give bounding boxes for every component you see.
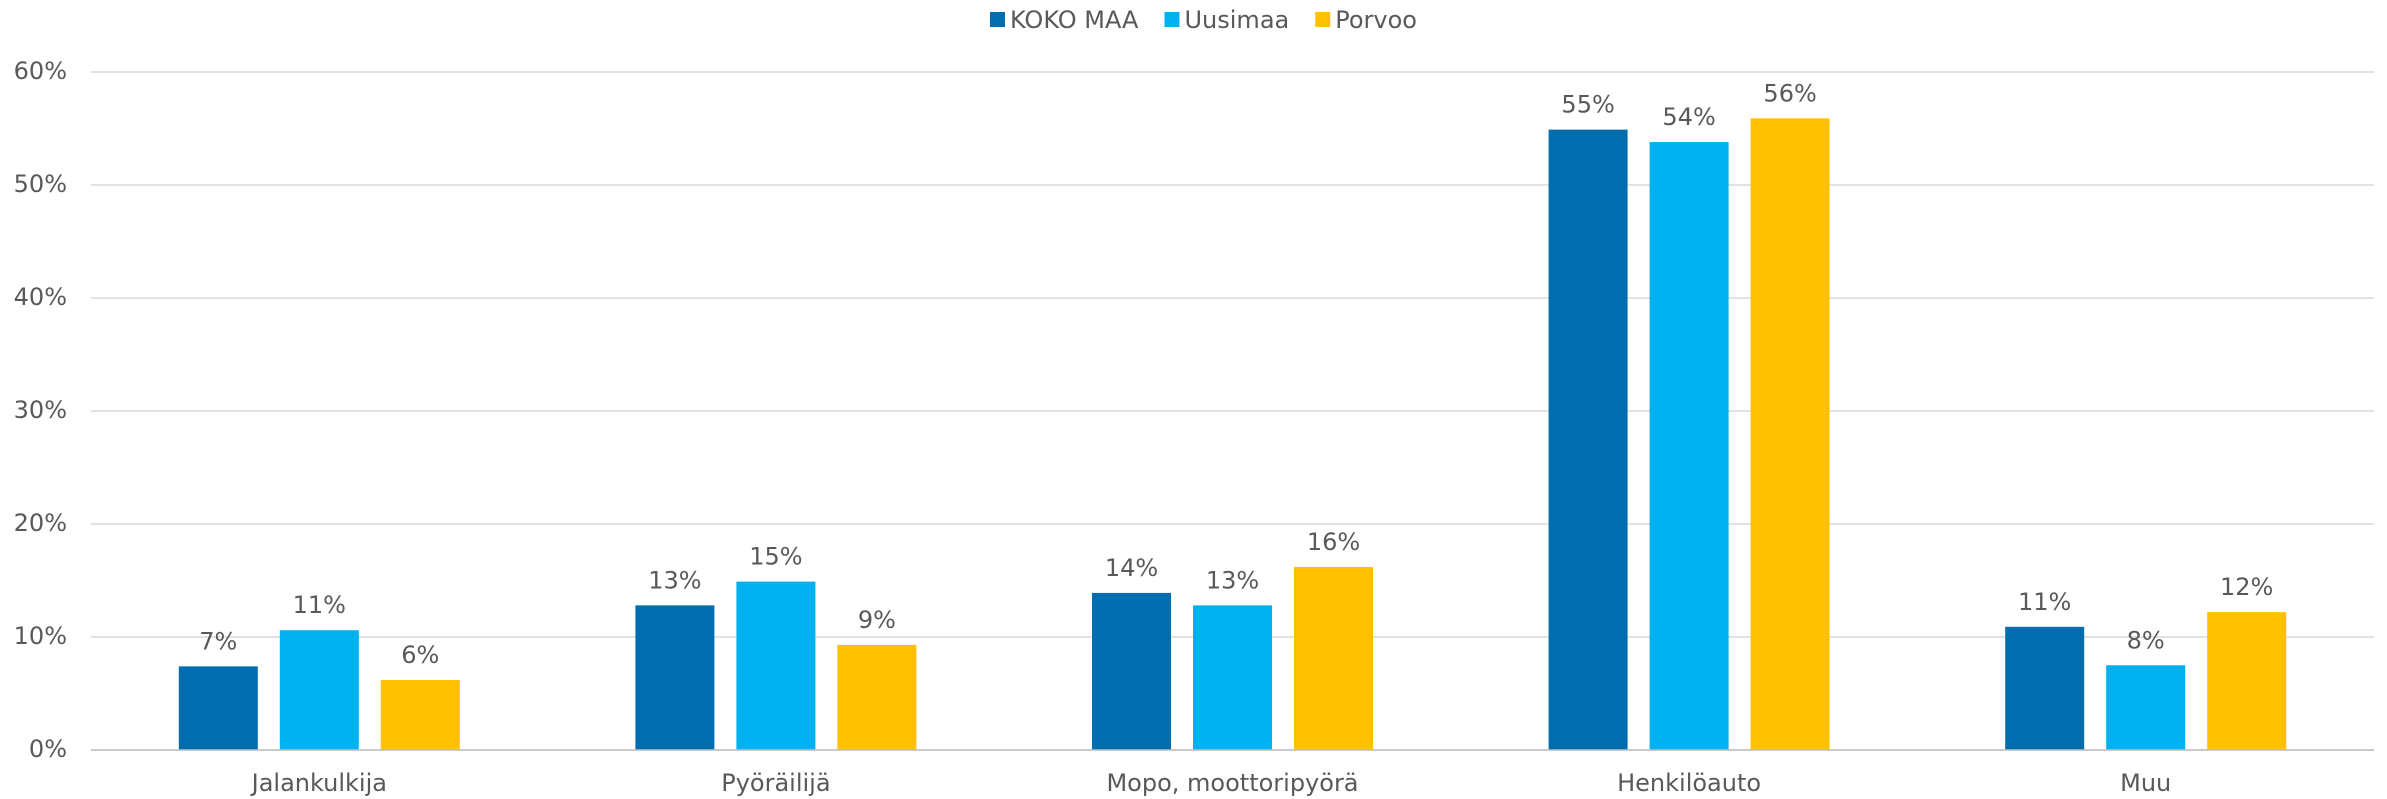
data-label: 8% [2127,626,2165,654]
data-label: 13% [1206,566,1259,594]
bar [380,679,460,750]
x-tick-label: Muu [2120,769,2171,797]
x-tick-label: Jalankulkija [250,769,387,797]
x-tick-label: Mopo, moottoripyörä [1106,769,1358,797]
legend-swatch [1315,12,1331,27]
legend-swatch [990,12,1005,27]
y-tick-label: 0% [29,735,67,763]
data-label: 12% [2220,573,2273,601]
bar [635,605,715,750]
bar [1548,129,1628,750]
y-tick-label: 30% [14,396,67,424]
data-label: 11% [2018,588,2071,616]
y-tick-label: 40% [14,283,67,311]
y-tick-label: 10% [14,622,67,650]
bar [736,581,816,750]
bar [2005,626,2085,750]
x-tick-label: Pyöräilijä [721,769,830,797]
legend-swatch [1164,12,1180,27]
data-label: 11% [293,591,346,619]
bar [2207,612,2287,750]
y-tick-label: 50% [14,170,67,198]
data-label: 55% [1561,91,1614,119]
y-tick-label: 60% [14,57,67,85]
bar [1294,566,1373,750]
bar [279,630,359,750]
data-label: 56% [1763,79,1816,107]
legend-label: Porvoo [1335,6,1417,34]
bar [1193,605,1272,750]
legend-label: Uusimaa [1184,6,1289,34]
bar [1092,592,1171,750]
bar [2106,665,2186,750]
data-label: 13% [648,566,701,594]
data-label: 9% [858,606,896,634]
data-label: 15% [749,543,802,571]
data-label: 6% [401,641,439,669]
bar [1750,118,1830,750]
data-label: 54% [1662,103,1715,131]
y-tick-label: 20% [14,509,67,537]
data-label: 7% [199,627,237,655]
bar [837,644,917,750]
data-label: 16% [1307,528,1360,556]
x-tick-label: Henkilöauto [1617,769,1761,797]
legend-label: KOKO MAA [1010,6,1139,34]
bar [178,666,258,750]
bar [1649,142,1729,750]
data-label: 14% [1105,554,1158,582]
